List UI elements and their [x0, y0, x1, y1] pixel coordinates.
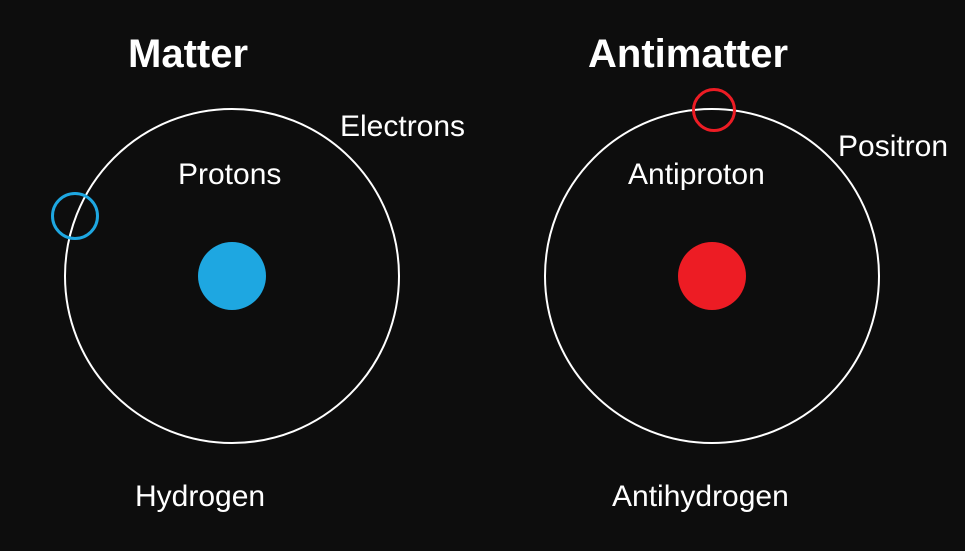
- hydrogen-label: Hydrogen: [135, 480, 265, 514]
- antihydrogen-label: Antihydrogen: [612, 480, 789, 514]
- positron-particle: [692, 88, 736, 132]
- antimatter-nucleus: [678, 242, 746, 310]
- positron-label: Positron: [838, 130, 948, 164]
- matter-nucleus: [198, 242, 266, 310]
- antimatter-title: Antimatter: [588, 32, 788, 77]
- matter-nucleus-label: Protons: [178, 158, 281, 192]
- electron-label: Electrons: [340, 110, 465, 144]
- antimatter-nucleus-label: Antiproton: [628, 158, 765, 192]
- electron-particle: [51, 192, 99, 240]
- matter-title: Matter: [128, 32, 248, 77]
